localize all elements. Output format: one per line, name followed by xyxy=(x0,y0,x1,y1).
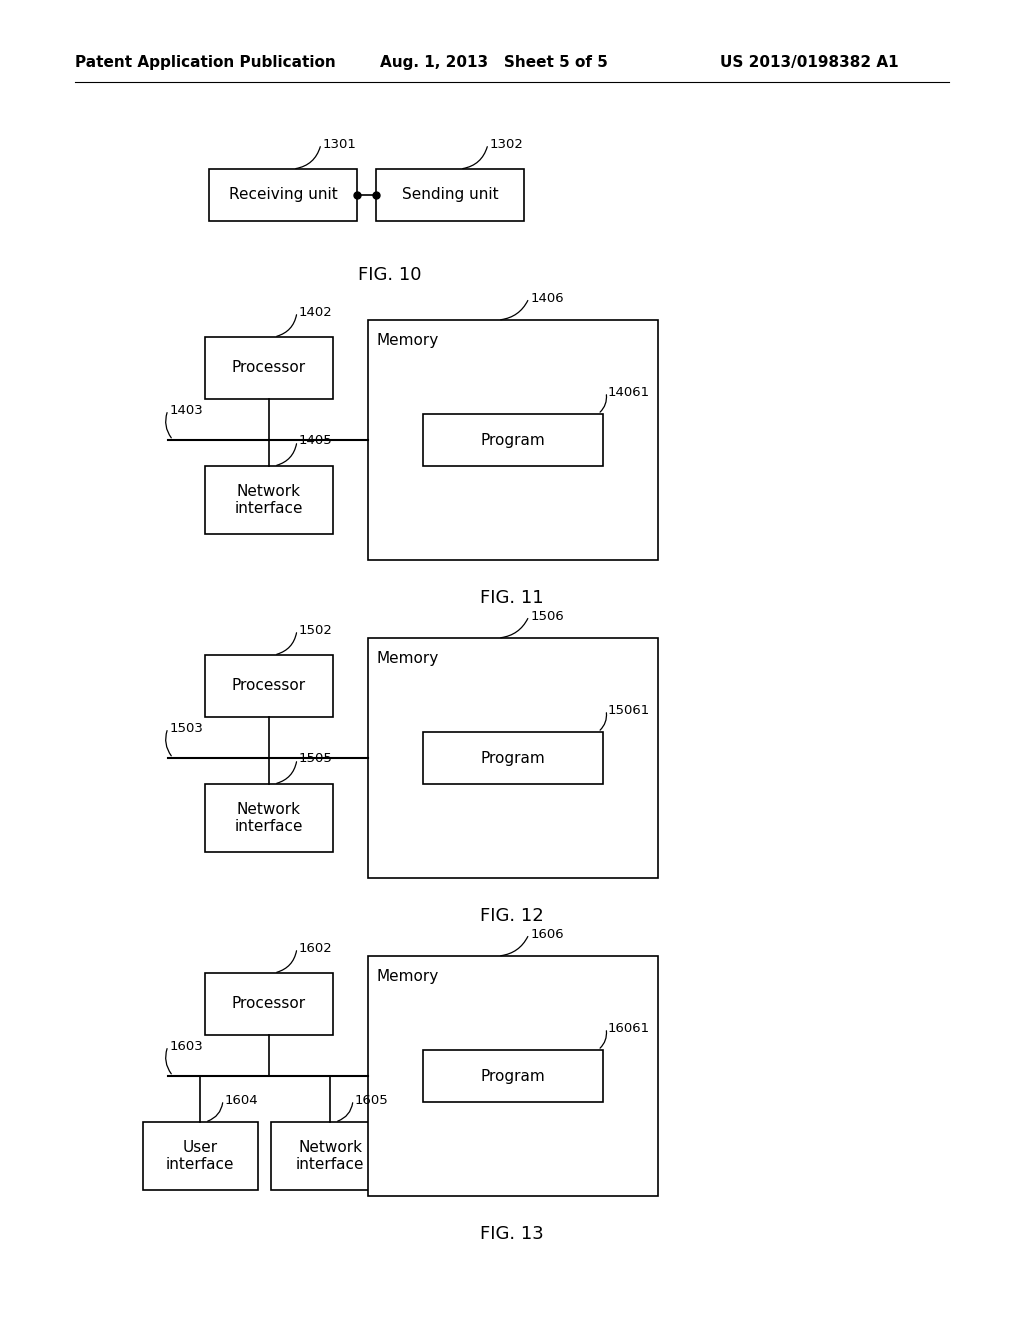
Bar xyxy=(368,638,658,878)
Text: Processor: Processor xyxy=(232,997,306,1011)
Text: Sending unit: Sending unit xyxy=(401,187,499,202)
Text: 1405: 1405 xyxy=(299,434,333,447)
Text: Program: Program xyxy=(480,751,546,766)
Bar xyxy=(423,733,603,784)
Text: Memory: Memory xyxy=(376,969,438,983)
Text: Network
interface: Network interface xyxy=(234,801,303,834)
Text: Network
interface: Network interface xyxy=(296,1139,365,1172)
Text: FIG. 11: FIG. 11 xyxy=(480,589,544,607)
Bar xyxy=(423,414,603,466)
Text: Processor: Processor xyxy=(232,360,306,375)
Bar xyxy=(423,1049,603,1102)
Text: 1402: 1402 xyxy=(299,305,333,318)
Text: 1602: 1602 xyxy=(299,941,333,954)
Text: Memory: Memory xyxy=(376,333,438,347)
Text: 1503: 1503 xyxy=(170,722,204,734)
Text: Network
interface: Network interface xyxy=(234,484,303,516)
Text: 14061: 14061 xyxy=(608,385,650,399)
Text: 1603: 1603 xyxy=(170,1040,204,1052)
Bar xyxy=(205,655,333,717)
Text: 1406: 1406 xyxy=(531,292,564,305)
Text: Memory: Memory xyxy=(376,651,438,665)
Bar xyxy=(376,169,524,220)
Text: 1506: 1506 xyxy=(531,610,565,623)
Bar xyxy=(205,337,333,399)
Bar xyxy=(209,169,357,220)
Text: FIG. 10: FIG. 10 xyxy=(358,267,422,284)
Bar xyxy=(205,784,333,851)
Bar xyxy=(368,319,658,560)
Text: 1606: 1606 xyxy=(531,928,564,940)
Text: Program: Program xyxy=(480,1068,546,1084)
Text: 1604: 1604 xyxy=(225,1093,259,1106)
Text: 1505: 1505 xyxy=(299,752,333,766)
Text: 1301: 1301 xyxy=(323,137,357,150)
Text: Aug. 1, 2013   Sheet 5 of 5: Aug. 1, 2013 Sheet 5 of 5 xyxy=(380,54,608,70)
Bar xyxy=(205,973,333,1035)
Text: Receiving unit: Receiving unit xyxy=(228,187,337,202)
Bar xyxy=(368,956,658,1196)
Text: FIG. 13: FIG. 13 xyxy=(480,1225,544,1243)
Text: Patent Application Publication: Patent Application Publication xyxy=(75,54,336,70)
Text: 1502: 1502 xyxy=(299,623,333,636)
Text: 1605: 1605 xyxy=(355,1093,389,1106)
Bar xyxy=(271,1122,389,1191)
Text: Program: Program xyxy=(480,433,546,447)
Text: FIG. 12: FIG. 12 xyxy=(480,907,544,925)
Text: 1403: 1403 xyxy=(170,404,204,417)
Text: 1302: 1302 xyxy=(490,137,524,150)
Text: 15061: 15061 xyxy=(608,704,650,717)
Text: 16061: 16061 xyxy=(608,1022,650,1035)
Text: User
interface: User interface xyxy=(166,1139,234,1172)
Bar xyxy=(205,466,333,535)
Text: Processor: Processor xyxy=(232,678,306,693)
Bar xyxy=(142,1122,257,1191)
Text: US 2013/0198382 A1: US 2013/0198382 A1 xyxy=(720,54,899,70)
